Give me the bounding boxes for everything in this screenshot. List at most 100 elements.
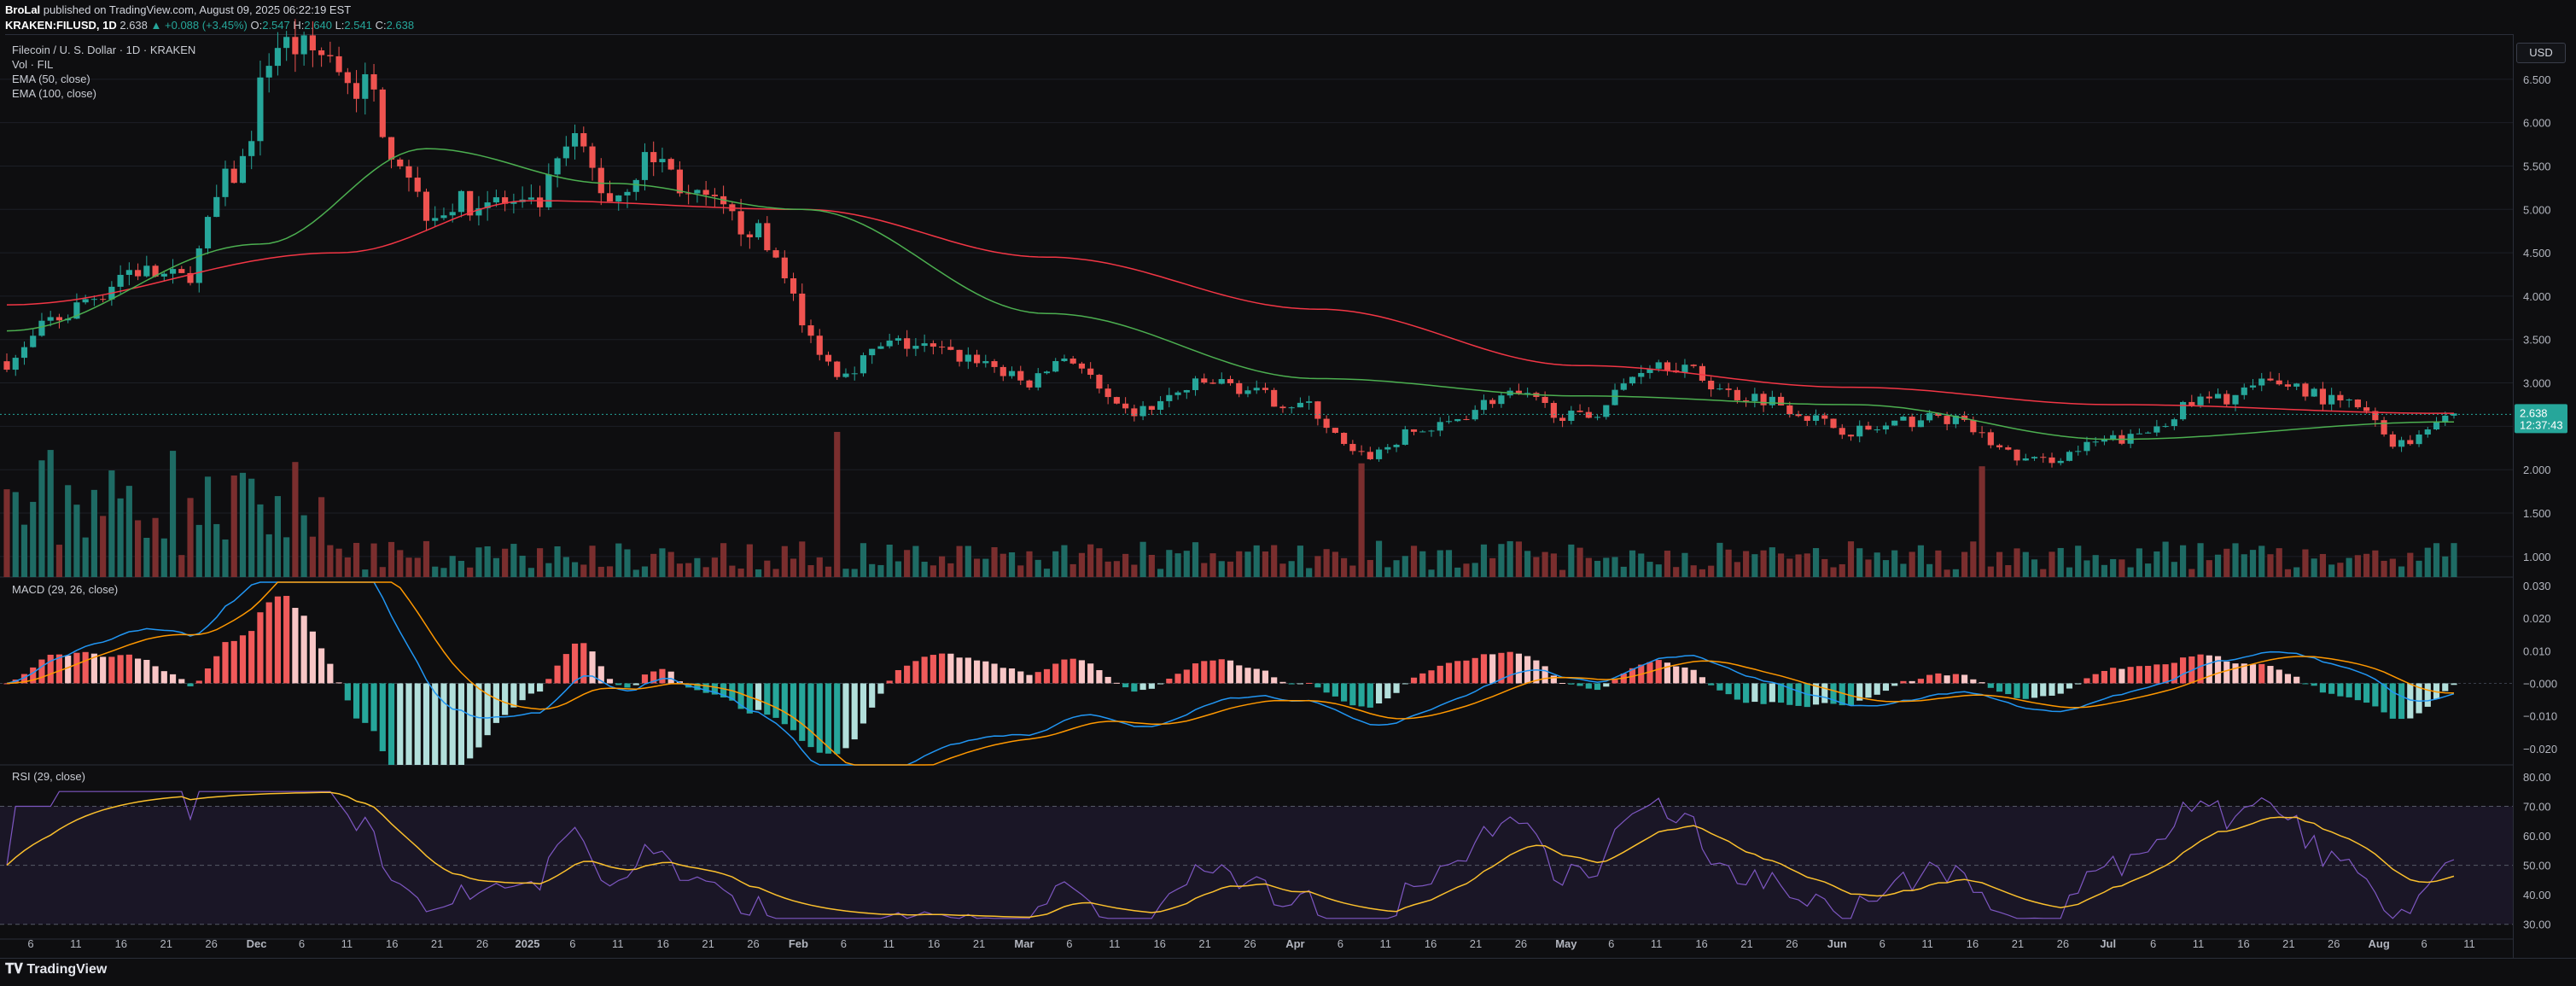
volume-bar	[405, 557, 412, 577]
candle	[379, 89, 386, 137]
x-tick-label: Jun	[1827, 937, 1847, 950]
macd-histogram-bar	[475, 683, 482, 748]
macd-histogram-bar	[2407, 683, 2414, 719]
volume-bar	[562, 557, 569, 577]
candle	[921, 343, 928, 347]
volume-bar	[1463, 563, 1470, 577]
macd-histogram-bar	[1306, 682, 1313, 684]
macd-histogram-bar	[1856, 683, 1863, 701]
volume-bar	[1900, 563, 1907, 577]
candle	[1069, 359, 1076, 364]
x-tick-label: Aug	[2369, 937, 2390, 950]
macd-histogram-bar	[1358, 683, 1365, 707]
candle	[851, 373, 858, 375]
author-name[interactable]: BroLal	[5, 3, 41, 16]
macd-histogram-bar	[1594, 683, 1601, 691]
candle	[1341, 433, 1348, 445]
rsi-tick-label: 80.00	[2523, 771, 2551, 784]
x-tick-label: 21	[1740, 937, 1752, 950]
candle	[737, 211, 744, 235]
x-tick-label: 26	[2057, 937, 2069, 950]
candle	[1262, 388, 1269, 390]
volume-bar	[1603, 557, 1610, 577]
legend-ema100[interactable]: EMA (100, close)	[12, 87, 96, 100]
macd-histogram-bar	[2066, 683, 2073, 689]
macd-pane-label[interactable]: MACD (29, 26, close)	[12, 583, 119, 596]
volume-bar	[1891, 550, 1898, 577]
candle	[3, 361, 10, 370]
volume-bar	[1148, 554, 1155, 577]
macd-histogram-bar	[1445, 662, 1453, 684]
volume-bar	[2092, 555, 2099, 577]
volume-bar	[1498, 544, 1505, 577]
macd-histogram-bar	[982, 661, 989, 684]
x-tick-label: 21	[702, 937, 714, 950]
volume-bar	[12, 492, 19, 577]
volume-bar	[1341, 557, 1348, 577]
candle	[423, 191, 430, 221]
price-axis[interactable]	[2513, 34, 2576, 958]
x-tick-label: 11	[2463, 937, 2475, 950]
volume-bar	[204, 476, 212, 577]
volume-bar	[1139, 541, 1146, 577]
volume-bar	[414, 557, 421, 577]
macd-line	[6, 581, 2455, 766]
volume-bar	[1979, 466, 1985, 577]
rsi-tick-label: 40.00	[2523, 889, 2551, 901]
candle	[1716, 388, 1723, 390]
macd-histogram-bar	[2337, 683, 2344, 697]
candle	[362, 73, 369, 99]
volume-bar	[1585, 557, 1592, 577]
volume-bar	[1122, 553, 1129, 577]
candle	[1358, 451, 1365, 452]
candle	[834, 361, 841, 377]
macd-histogram-bar	[117, 655, 124, 684]
candle	[230, 168, 237, 184]
candle	[1489, 400, 1496, 405]
price-tick-label: 6.000	[2523, 117, 2551, 130]
candle	[1856, 425, 1863, 437]
x-tick-label: 16	[928, 937, 940, 950]
volume-bar	[1201, 563, 1208, 577]
volume-bar	[1681, 552, 1688, 577]
candle	[1052, 361, 1059, 372]
volume-bar	[1638, 553, 1645, 577]
volume-bar	[1830, 567, 1837, 577]
candle	[694, 190, 701, 194]
macd-histogram-bar	[405, 683, 412, 765]
volume-bar	[2223, 548, 2230, 577]
macd-histogram-bar	[1489, 654, 1496, 684]
rsi-pane-label[interactable]: RSI (29, close)	[12, 770, 85, 783]
candle	[1148, 405, 1155, 411]
volume-bar	[2267, 554, 2274, 577]
currency-button[interactable]: USD	[2516, 43, 2566, 63]
macd-histogram-bar	[1192, 663, 1199, 684]
volume-bar	[834, 431, 841, 577]
tradingview-logo[interactable]: 𝐓𝐕 TradingView	[5, 962, 107, 977]
volume-bar	[2075, 546, 2082, 577]
macd-histogram-bar	[3, 683, 10, 685]
candle	[1061, 359, 1068, 362]
volume-bar	[2171, 562, 2177, 577]
macd-histogram-bar	[667, 671, 674, 684]
macd-histogram-bar	[1236, 665, 1243, 684]
volume-bar	[2451, 543, 2457, 577]
candle	[1463, 418, 1470, 420]
chart-area[interactable]	[5, 34, 2513, 959]
macd-histogram-bar	[388, 683, 395, 765]
macd-histogram-bar	[187, 683, 194, 686]
macd-histogram-bar	[1821, 683, 1828, 703]
legend-title[interactable]: Filecoin / U. S. Dollar · 1D · KRAKEN	[12, 44, 196, 56]
candle	[2241, 387, 2247, 395]
candle	[2197, 396, 2204, 405]
legend-ema50[interactable]: EMA (50, close)	[12, 73, 90, 85]
macd-histogram-bar	[135, 658, 142, 684]
volume-bar	[1515, 541, 1522, 577]
volume-bar	[440, 568, 447, 577]
volume-bar	[1489, 557, 1496, 577]
candle	[2311, 388, 2317, 397]
legend-volume[interactable]: Vol · FIL	[12, 58, 54, 71]
volume-bar	[2206, 560, 2212, 577]
candle	[510, 201, 517, 204]
